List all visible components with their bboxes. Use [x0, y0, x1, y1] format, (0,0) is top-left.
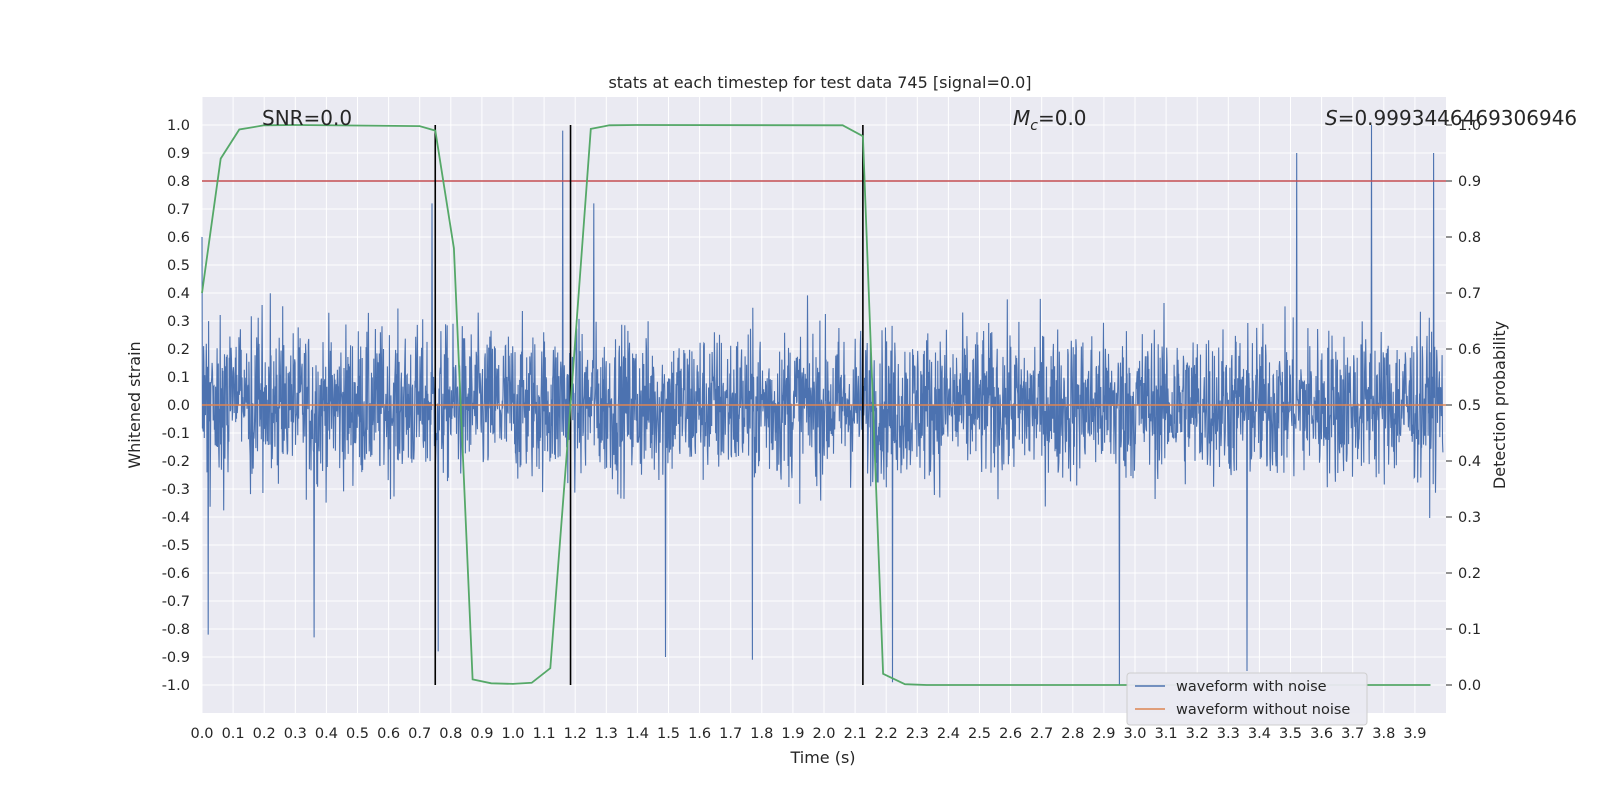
y-tick-label: 0.0	[167, 398, 190, 414]
x-tick-label: 2.7	[1030, 726, 1053, 742]
x-axis-label: Time (s)	[789, 748, 855, 767]
x-tick-label: 2.2	[875, 726, 898, 742]
y-tick-label: 0.8	[167, 174, 190, 190]
y-tick-label: 0.1	[167, 370, 190, 386]
x-tick-label: 1.8	[750, 726, 773, 742]
x-tick-label: 1.7	[719, 726, 742, 742]
x-tick-label: 0.0	[190, 726, 213, 742]
y-tick-label: -0.5	[162, 538, 190, 554]
y-tick-label: -0.2	[162, 454, 190, 470]
legend-label-noise: waveform with noise	[1176, 679, 1327, 695]
chirp-mass-value: =0.0	[1038, 106, 1087, 130]
score-annotation: S=0.9993446469306946	[1325, 106, 1577, 130]
y-tick-label: -0.8	[162, 622, 190, 638]
x-tick-label: 2.8	[1061, 726, 1084, 742]
x-tick-label: 1.5	[657, 726, 680, 742]
y-tick-label: 0.2	[167, 342, 190, 358]
y2-tick-label: 0.8	[1458, 230, 1481, 246]
chart-title: stats at each timestep for test data 745…	[608, 73, 1031, 92]
y-tick-label: -1.0	[162, 678, 190, 694]
x-tick-label: 0.8	[439, 726, 462, 742]
x-tick-label: 1.3	[595, 726, 618, 742]
x-tick-label: 1.6	[688, 726, 711, 742]
x-tick-label: 3.5	[1279, 726, 1302, 742]
x-tick-label: 0.2	[253, 726, 276, 742]
series-waveform-with-noise	[201, 124, 1444, 686]
y-tick-label: 0.6	[167, 230, 190, 246]
x-tick-label: 2.0	[812, 726, 835, 742]
x-tick-label: 2.9	[1092, 726, 1115, 742]
y2-axis-label: Detection probability	[1490, 321, 1509, 489]
x-tick-label: 3.3	[1217, 726, 1240, 742]
y2-tick-label: 0.9	[1458, 174, 1481, 190]
y-tick-label: -0.1	[162, 426, 190, 442]
x-tick-label: 2.4	[937, 726, 960, 742]
y2-tick-label: 0.2	[1458, 566, 1481, 582]
x-tick-label: 1.4	[626, 726, 649, 742]
y-tick-label: 0.5	[167, 258, 190, 274]
y-axis-label: Whitened strain	[125, 341, 144, 468]
y2-tick-label: 0.6	[1458, 342, 1481, 358]
x-tick-label: 3.1	[1155, 726, 1178, 742]
y2-tick-label: 0.3	[1458, 510, 1481, 526]
x-tick-label: 1.9	[781, 726, 804, 742]
x-tick-label: 3.6	[1310, 726, 1333, 742]
x-tick-label: 0.4	[315, 726, 338, 742]
score-symbol: S	[1325, 106, 1338, 130]
chirp-mass-annotation: Mc=0.0	[1013, 106, 1087, 134]
x-tick-label: 0.6	[377, 726, 400, 742]
x-tick-labels: 0.0 0.1 0.2 0.3 0.4 0.5 0.6 0.7 0.8 0.9 1.0 1.1 1.2 1…	[190, 726, 1426, 742]
series-detection-probability	[201, 124, 1431, 686]
x-tick-label: 0.1	[222, 726, 245, 742]
x-tick-label: 3.8	[1372, 726, 1395, 742]
x-tick-label: 2.1	[844, 726, 867, 742]
x-tick-label: 0.3	[284, 726, 307, 742]
legend: waveform with noise waveform without noi…	[1126, 672, 1368, 726]
y-tick-label: 0.3	[167, 314, 190, 330]
x-tick-label: 0.7	[408, 726, 431, 742]
x-tick-label: 1.1	[533, 726, 556, 742]
x-tick-label: 1.2	[564, 726, 587, 742]
score-value: =0.9993446469306946	[1338, 106, 1577, 130]
y2-tick-label: 0.4	[1458, 454, 1481, 470]
y-tick-label: -0.4	[162, 510, 190, 526]
y2-tick-label: 0.0	[1458, 678, 1481, 694]
x-tick-label: 2.3	[906, 726, 929, 742]
detection-probability-line	[201, 124, 1431, 686]
chirp-mass-symbol: M	[1013, 106, 1030, 130]
y-tick-label: -0.7	[162, 594, 190, 610]
y-tick-label: 1.0	[167, 118, 190, 134]
x-tick-label: 3.2	[1186, 726, 1209, 742]
y-tick-label: -0.3	[162, 482, 190, 498]
y-tick-label: -0.6	[162, 566, 190, 582]
x-tick-label: 3.9	[1403, 726, 1426, 742]
legend-label-clean: waveform without noise	[1176, 702, 1350, 718]
y-tick-labels: 1.0 0.9 0.8 0.7 0.6 0.5 0.4 0.3 0.2 0.1 0.0 -0.1 -0.…	[162, 118, 190, 694]
y-tick-label: 0.4	[167, 286, 190, 302]
x-tick-label: 3.0	[1123, 726, 1146, 742]
y2-tick-label: 0.7	[1458, 286, 1481, 302]
y-tick-label: -0.9	[162, 650, 190, 666]
x-tick-label: 3.7	[1341, 726, 1364, 742]
x-tick-label: 2.5	[968, 726, 991, 742]
x-tick-label: 1.0	[501, 726, 524, 742]
y-tick-label: 0.9	[167, 146, 190, 162]
x-tick-label: 3.4	[1248, 726, 1271, 742]
y-tick-label: 0.7	[167, 202, 190, 218]
y2-tick-label: 0.1	[1458, 622, 1481, 638]
chirp-mass-subscript: c	[1030, 118, 1038, 134]
snr-annotation: SNR=0.0	[262, 106, 352, 130]
x-tick-label: 0.9	[470, 726, 493, 742]
noise-waveform-line	[201, 124, 1444, 686]
x-tick-label: 0.5	[346, 726, 369, 742]
legend-box	[1126, 672, 1368, 726]
y2-tick-label: 0.5	[1458, 398, 1481, 414]
y2-tick-labels: 1.0 0.9 0.8 0.7 0.6 0.5 0.4 0.3 0.2 0.1 0.0	[1446, 118, 1481, 694]
y2-tick-label: 1.0	[1458, 118, 1481, 134]
x-tick-label: 2.6	[999, 726, 1022, 742]
